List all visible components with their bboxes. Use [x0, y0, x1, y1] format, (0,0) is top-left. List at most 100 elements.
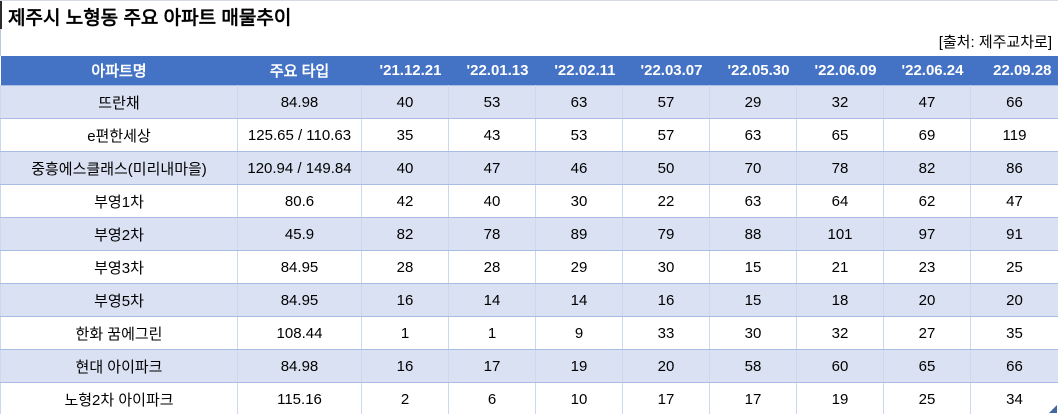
- main-type-cell[interactable]: 84.98: [237, 349, 362, 383]
- apartment-name-cell[interactable]: 부영1차: [0, 184, 238, 218]
- value-cell[interactable]: 82: [361, 217, 449, 251]
- main-type-cell[interactable]: 125.65 / 110.63: [237, 118, 362, 152]
- value-cell[interactable]: 17: [622, 382, 710, 414]
- main-type-cell[interactable]: 115.16: [237, 382, 362, 414]
- value-cell[interactable]: 63: [535, 85, 623, 119]
- column-header-d6[interactable]: '22.06.09: [796, 56, 884, 86]
- value-cell[interactable]: 33: [622, 316, 710, 350]
- value-cell[interactable]: 19: [796, 382, 884, 414]
- value-cell[interactable]: 32: [796, 316, 884, 350]
- value-cell[interactable]: 16: [361, 283, 449, 317]
- value-cell[interactable]: 10: [535, 382, 623, 414]
- value-cell[interactable]: 22: [622, 184, 710, 218]
- value-cell[interactable]: 65: [883, 349, 971, 383]
- value-cell[interactable]: 119: [970, 118, 1058, 152]
- value-cell[interactable]: 66: [970, 85, 1058, 119]
- value-cell[interactable]: 97: [883, 217, 971, 251]
- value-cell[interactable]: 20: [970, 283, 1058, 317]
- value-cell[interactable]: 1: [361, 316, 449, 350]
- value-cell[interactable]: 14: [535, 283, 623, 317]
- column-header-d7[interactable]: '22.06.24: [883, 56, 971, 86]
- value-cell[interactable]: 63: [709, 184, 797, 218]
- value-cell[interactable]: 28: [448, 250, 536, 284]
- main-type-cell[interactable]: 45.9: [237, 217, 362, 251]
- column-header-d5[interactable]: '22.05.30: [709, 56, 797, 86]
- value-cell[interactable]: 62: [883, 184, 971, 218]
- main-type-cell[interactable]: 108.44: [237, 316, 362, 350]
- value-cell[interactable]: 70: [709, 151, 797, 185]
- value-cell[interactable]: 89: [535, 217, 623, 251]
- value-cell[interactable]: 63: [709, 118, 797, 152]
- value-cell[interactable]: 23: [883, 250, 971, 284]
- apartment-name-cell[interactable]: 부영2차: [0, 217, 238, 251]
- main-type-cell[interactable]: 80.6: [237, 184, 362, 218]
- column-header-name[interactable]: 아파트명: [0, 56, 238, 86]
- column-header-type[interactable]: 주요 타입: [237, 56, 362, 86]
- value-cell[interactable]: 17: [709, 382, 797, 414]
- value-cell[interactable]: 46: [535, 151, 623, 185]
- main-type-cell[interactable]: 120.94 / 149.84: [237, 151, 362, 185]
- value-cell[interactable]: 17: [448, 349, 536, 383]
- value-cell[interactable]: 27: [883, 316, 971, 350]
- value-cell[interactable]: 29: [535, 250, 623, 284]
- value-cell[interactable]: 6: [448, 382, 536, 414]
- value-cell[interactable]: 1: [448, 316, 536, 350]
- column-header-d4[interactable]: '22.03.07: [622, 56, 710, 86]
- value-cell[interactable]: 53: [535, 118, 623, 152]
- value-cell[interactable]: 78: [448, 217, 536, 251]
- column-header-d8[interactable]: 22.09.28: [970, 56, 1058, 86]
- value-cell[interactable]: 47: [970, 184, 1058, 218]
- value-cell[interactable]: 101: [796, 217, 884, 251]
- value-cell[interactable]: 25: [883, 382, 971, 414]
- value-cell[interactable]: 65: [796, 118, 884, 152]
- selection-handle-icon[interactable]: [1049, 405, 1057, 413]
- value-cell[interactable]: 35: [970, 316, 1058, 350]
- value-cell[interactable]: 47: [448, 151, 536, 185]
- apartment-name-cell[interactable]: 부영3차: [0, 250, 238, 284]
- value-cell[interactable]: 53: [448, 85, 536, 119]
- value-cell[interactable]: 29: [709, 85, 797, 119]
- value-cell[interactable]: 42: [361, 184, 449, 218]
- value-cell[interactable]: 58: [709, 349, 797, 383]
- column-header-d1[interactable]: '21.12.21: [361, 56, 449, 86]
- value-cell[interactable]: 57: [622, 118, 710, 152]
- value-cell[interactable]: 40: [361, 85, 449, 119]
- apartment-name-cell[interactable]: 한화 꿈에그린: [0, 316, 238, 350]
- value-cell[interactable]: 78: [796, 151, 884, 185]
- value-cell[interactable]: 79: [622, 217, 710, 251]
- main-type-cell[interactable]: 84.95: [237, 283, 362, 317]
- value-cell[interactable]: 82: [883, 151, 971, 185]
- value-cell[interactable]: 21: [796, 250, 884, 284]
- value-cell[interactable]: 88: [709, 217, 797, 251]
- column-header-d2[interactable]: '22.01.13: [448, 56, 536, 86]
- value-cell[interactable]: 43: [448, 118, 536, 152]
- value-cell[interactable]: 19: [535, 349, 623, 383]
- value-cell[interactable]: 57: [622, 85, 710, 119]
- value-cell[interactable]: 40: [361, 151, 449, 185]
- value-cell[interactable]: 50: [622, 151, 710, 185]
- value-cell[interactable]: 32: [796, 85, 884, 119]
- value-cell[interactable]: 47: [883, 85, 971, 119]
- value-cell[interactable]: 16: [622, 283, 710, 317]
- value-cell[interactable]: 35: [361, 118, 449, 152]
- value-cell[interactable]: 69: [883, 118, 971, 152]
- apartment-name-cell[interactable]: 노형2차 아이파크: [0, 382, 238, 414]
- value-cell[interactable]: 14: [448, 283, 536, 317]
- value-cell[interactable]: 60: [796, 349, 884, 383]
- value-cell[interactable]: 40: [448, 184, 536, 218]
- apartment-name-cell[interactable]: 현대 아이파크: [0, 349, 238, 383]
- apartment-name-cell[interactable]: 부영5차: [0, 283, 238, 317]
- value-cell[interactable]: 66: [970, 349, 1058, 383]
- value-cell[interactable]: 25: [970, 250, 1058, 284]
- value-cell[interactable]: 64: [796, 184, 884, 218]
- value-cell[interactable]: 15: [709, 250, 797, 284]
- value-cell[interactable]: 20: [622, 349, 710, 383]
- value-cell[interactable]: 9: [535, 316, 623, 350]
- main-type-cell[interactable]: 84.95: [237, 250, 362, 284]
- value-cell[interactable]: 16: [361, 349, 449, 383]
- value-cell[interactable]: 2: [361, 382, 449, 414]
- main-type-cell[interactable]: 84.98: [237, 85, 362, 119]
- value-cell[interactable]: 15: [709, 283, 797, 317]
- apartment-name-cell[interactable]: e편한세상: [0, 118, 238, 152]
- apartment-name-cell[interactable]: 뜨란채: [0, 85, 238, 119]
